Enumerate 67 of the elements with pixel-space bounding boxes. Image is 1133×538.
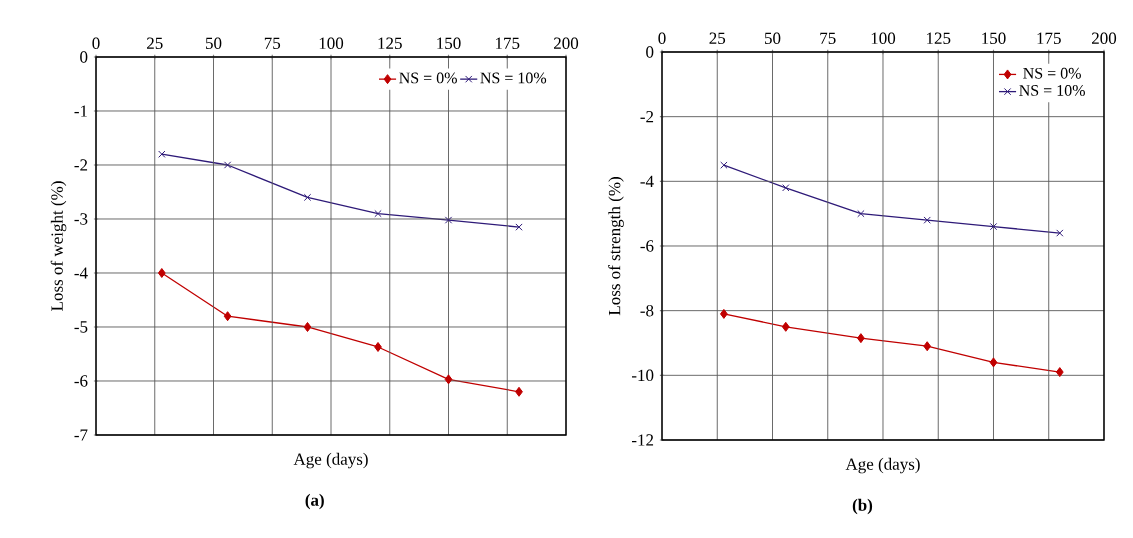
- x-axis-title: Age (days): [293, 452, 368, 469]
- point: [720, 308, 728, 319]
- x-tick-label: 25: [709, 32, 726, 44]
- point: [1055, 367, 1064, 378]
- point: [1056, 229, 1064, 237]
- point: [444, 374, 453, 385]
- x-tick-label: 0: [658, 32, 666, 44]
- point: [782, 184, 790, 192]
- y-axis-title: Loss of weight (%): [50, 181, 67, 311]
- point: [515, 386, 523, 397]
- legend-label: NS = 10%: [480, 72, 547, 84]
- point: [223, 161, 232, 169]
- x-tick-label: 125: [926, 32, 951, 44]
- legend-label: NS = 0%: [1023, 67, 1081, 79]
- x-tick-label: 125: [378, 37, 402, 49]
- x-tick-label: 0: [92, 37, 100, 49]
- text: (a): [305, 493, 324, 510]
- point: [923, 216, 931, 224]
- point: [303, 193, 312, 202]
- x-tick-label: 100: [871, 32, 896, 44]
- point: [781, 321, 790, 332]
- legend-label: NS = 0%: [399, 72, 457, 84]
- y-tick-label: 0: [80, 51, 88, 63]
- legend-label: NS = 10%: [1019, 85, 1085, 96]
- y-tick-label: -6: [74, 375, 88, 387]
- y-tick-label: -2: [74, 159, 88, 171]
- point: [515, 223, 523, 231]
- x-tick-label: 75: [820, 32, 836, 44]
- x-axis-title: Age (days): [845, 457, 920, 474]
- y-tick-label: -5: [74, 321, 88, 333]
- y-tick-label: 0: [646, 46, 654, 58]
- point: [444, 216, 453, 224]
- point: [989, 222, 998, 231]
- y-tick-label: -6: [640, 240, 654, 252]
- y-tick-label: -8: [640, 304, 654, 317]
- y-tick-label: -4: [640, 175, 654, 187]
- x-tick-label: 50: [764, 32, 781, 44]
- point: [374, 209, 382, 218]
- point: [923, 341, 932, 352]
- point: [374, 341, 382, 352]
- point: [857, 209, 865, 218]
- x-tick-label: 100: [319, 37, 344, 49]
- y-tick-label: -4: [74, 267, 88, 279]
- text: (b): [852, 498, 873, 515]
- x-tick-label: 175: [495, 37, 520, 49]
- x-tick-label: 150: [982, 32, 1006, 44]
- x-tick-label: 50: [206, 37, 222, 49]
- y-tick-label: -7: [74, 429, 88, 441]
- point: [303, 321, 312, 332]
- x-tick-label: 150: [437, 37, 461, 49]
- point: [223, 311, 232, 322]
- point: [157, 267, 166, 278]
- x-tick-label: 200: [1092, 32, 1117, 44]
- y-tick-label: -2: [640, 111, 654, 123]
- point: [989, 357, 998, 368]
- x-tick-label: 75: [264, 37, 281, 49]
- y-tick-label: -3: [74, 213, 88, 225]
- point: [158, 150, 166, 158]
- point: [720, 161, 728, 169]
- point: [857, 333, 865, 344]
- y-axis-title: Loss of strength (%): [608, 177, 624, 316]
- x-tick-label: 200: [554, 37, 579, 49]
- x-tick-label: 175: [1037, 32, 1061, 44]
- y-tick-label: -1: [74, 105, 87, 117]
- y-tick-label: -12: [631, 434, 654, 446]
- y-tick-label: -10: [631, 369, 654, 382]
- x-tick-label: 25: [147, 37, 163, 49]
